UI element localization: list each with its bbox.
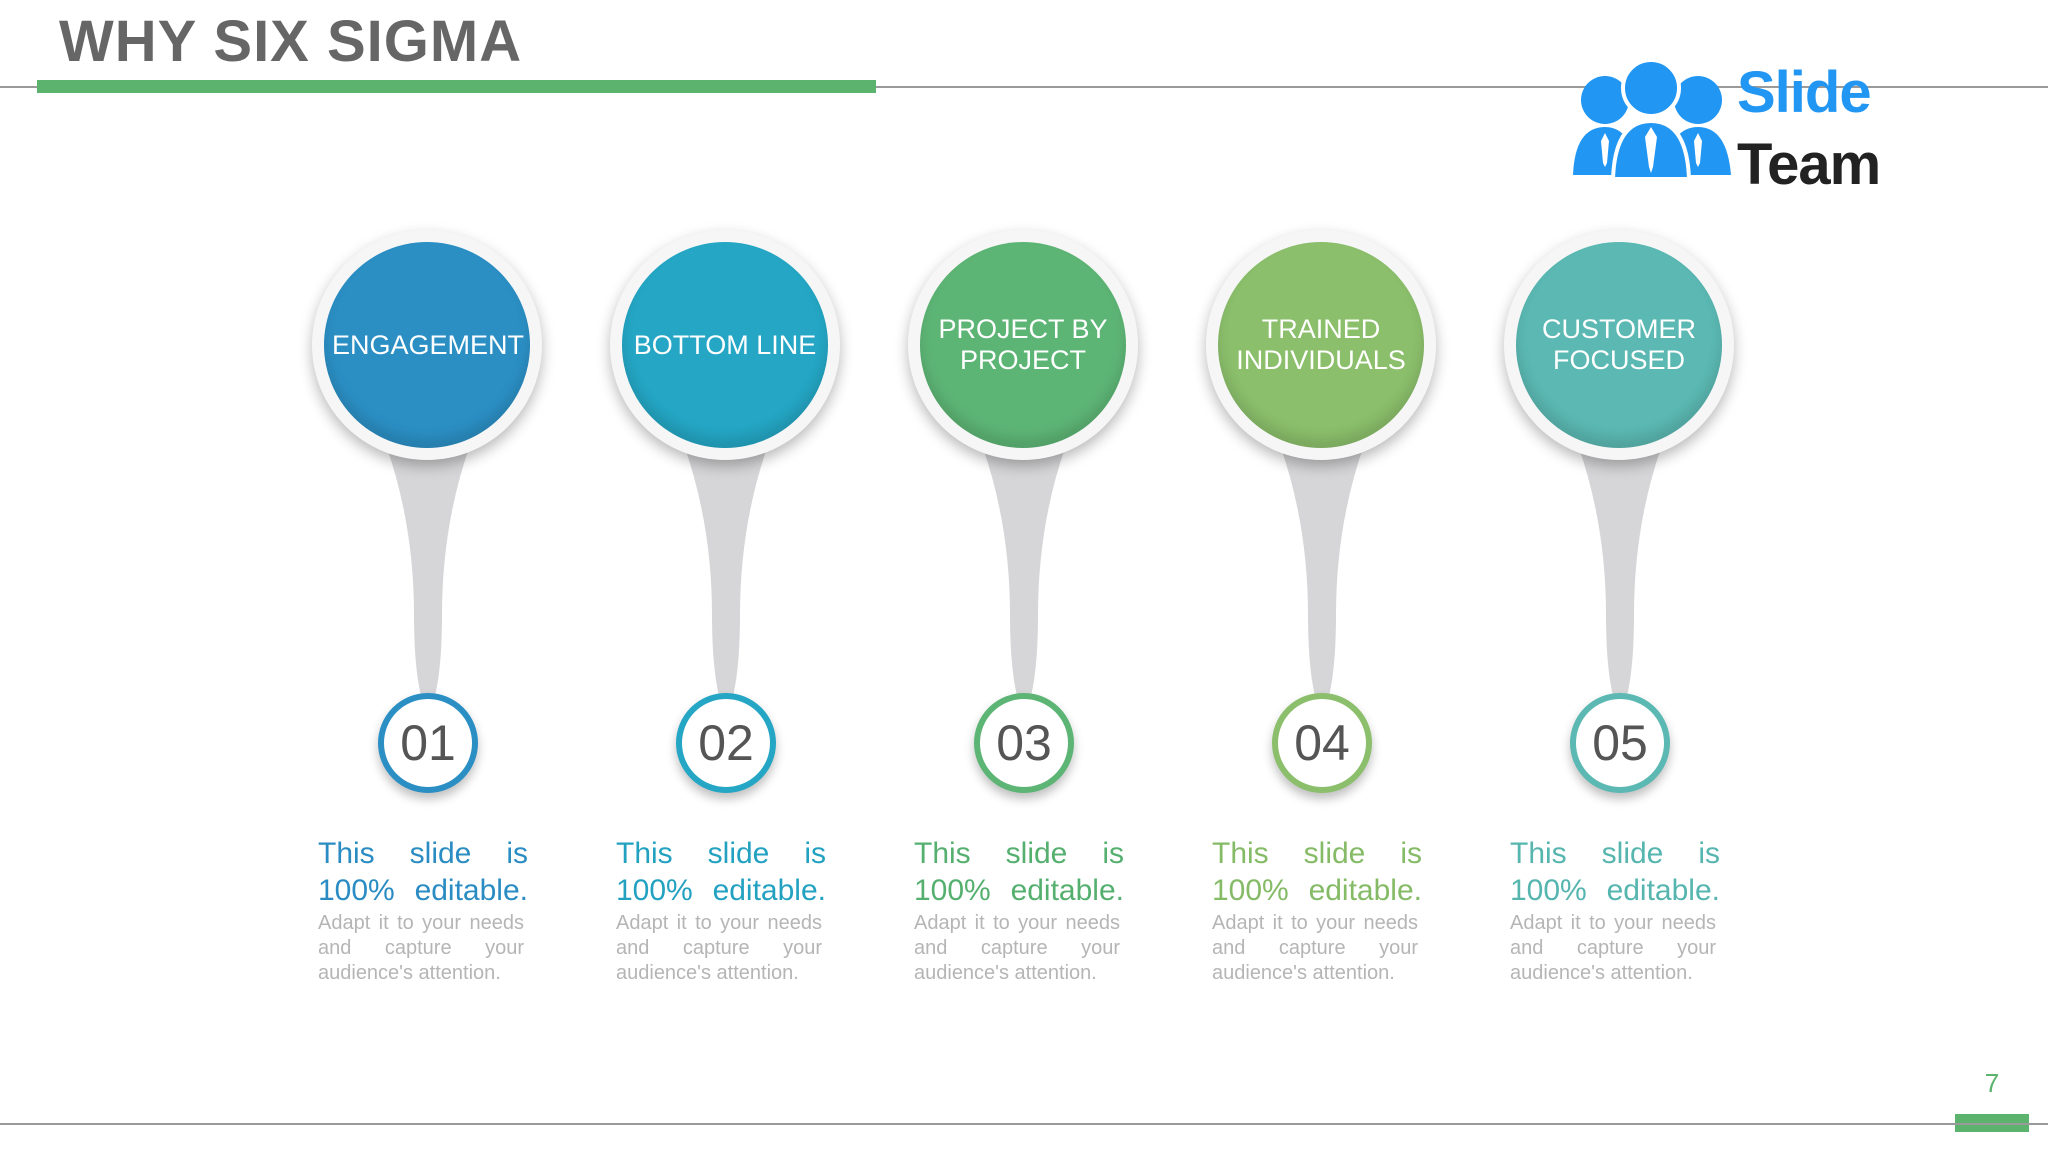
step-headline: This slide is 100% editable. xyxy=(1212,837,1422,907)
footer-rule xyxy=(0,1123,2048,1125)
step-headline: This slide is 100% editable. xyxy=(1510,837,1720,907)
step-circle: BOTTOM LINE xyxy=(610,230,840,460)
step-circle: TRAINED INDIVIDUALS xyxy=(1206,230,1436,460)
connector-stem xyxy=(684,445,768,700)
step-body: Adapt it to your needs and capture your … xyxy=(914,912,1120,984)
step-number: 01 xyxy=(400,715,456,771)
step-body: Adapt it to your needs and capture your … xyxy=(1510,912,1716,984)
step-circle-fill: TRAINED INDIVIDUALS xyxy=(1218,242,1424,448)
header-rule xyxy=(0,86,2048,88)
step-01: ENGAGEMENT 01 This slide is 100% editabl… xyxy=(308,225,548,1005)
step-headline: This slide is 100% editable. xyxy=(318,837,528,907)
connector-stem xyxy=(1578,445,1662,700)
step-number-ring: 05 xyxy=(1570,693,1670,793)
step-circle-fill: BOTTOM LINE xyxy=(622,242,828,448)
logo-word-team: Team xyxy=(1737,132,1881,197)
step-label: BOTTOM LINE xyxy=(633,329,817,360)
step-circle: CUSTOMER FOCUSED xyxy=(1504,230,1734,460)
step-body: Adapt it to your needs and capture your … xyxy=(1212,912,1418,984)
step-circle-fill: ENGAGEMENT xyxy=(324,242,530,448)
page-number: 7 xyxy=(1984,1068,2000,1098)
step-number-ring: 03 xyxy=(974,693,1074,793)
step-number: 05 xyxy=(1592,715,1648,771)
step-headline: This slide is 100% editable. xyxy=(914,837,1124,907)
step-number-ring: 01 xyxy=(378,693,478,793)
step-number-ring: 04 xyxy=(1272,693,1372,793)
step-label: TRAINED INDIVIDUALS xyxy=(1236,314,1406,375)
slideteam-logo: Slide Team xyxy=(1565,55,1895,197)
step-number-ring: 02 xyxy=(676,693,776,793)
title-underline-bar xyxy=(37,80,876,93)
slide-title: WHY SIX SIGMA xyxy=(59,9,523,74)
step-label: PROJECT BY PROJECT xyxy=(938,314,1108,375)
step-05: CUSTOMER FOCUSED 05 This slide is 100% e… xyxy=(1500,225,1740,1005)
step-body: Adapt it to your needs and capture your … xyxy=(318,912,524,984)
step-number: 04 xyxy=(1294,715,1350,771)
step-circle-fill: PROJECT BY PROJECT xyxy=(920,242,1126,448)
connector-stem xyxy=(1280,445,1364,700)
step-02: BOTTOM LINE 02 This slide is 100% editab… xyxy=(606,225,846,1005)
step-04: TRAINED INDIVIDUALS 04 This slide is 100… xyxy=(1202,225,1442,1005)
step-circle: ENGAGEMENT xyxy=(312,230,542,460)
step-number: 02 xyxy=(698,715,754,771)
step-circle: PROJECT BY PROJECT xyxy=(908,230,1138,460)
step-label: ENGAGEMENT xyxy=(332,329,525,360)
step-headline: This slide is 100% editable. xyxy=(616,837,826,907)
connector-stem xyxy=(386,445,470,700)
logo-word-slide: Slide xyxy=(1737,60,1872,125)
step-circle-fill: CUSTOMER FOCUSED xyxy=(1516,242,1722,448)
people-group-icon xyxy=(1573,58,1731,181)
step-03: PROJECT BY PROJECT 03 This slide is 100%… xyxy=(904,225,1144,1005)
step-body: Adapt it to your needs and capture your … xyxy=(616,912,822,984)
connector-stem xyxy=(982,445,1066,700)
step-label: CUSTOMER FOCUSED xyxy=(1541,314,1696,375)
step-number: 03 xyxy=(996,715,1052,771)
